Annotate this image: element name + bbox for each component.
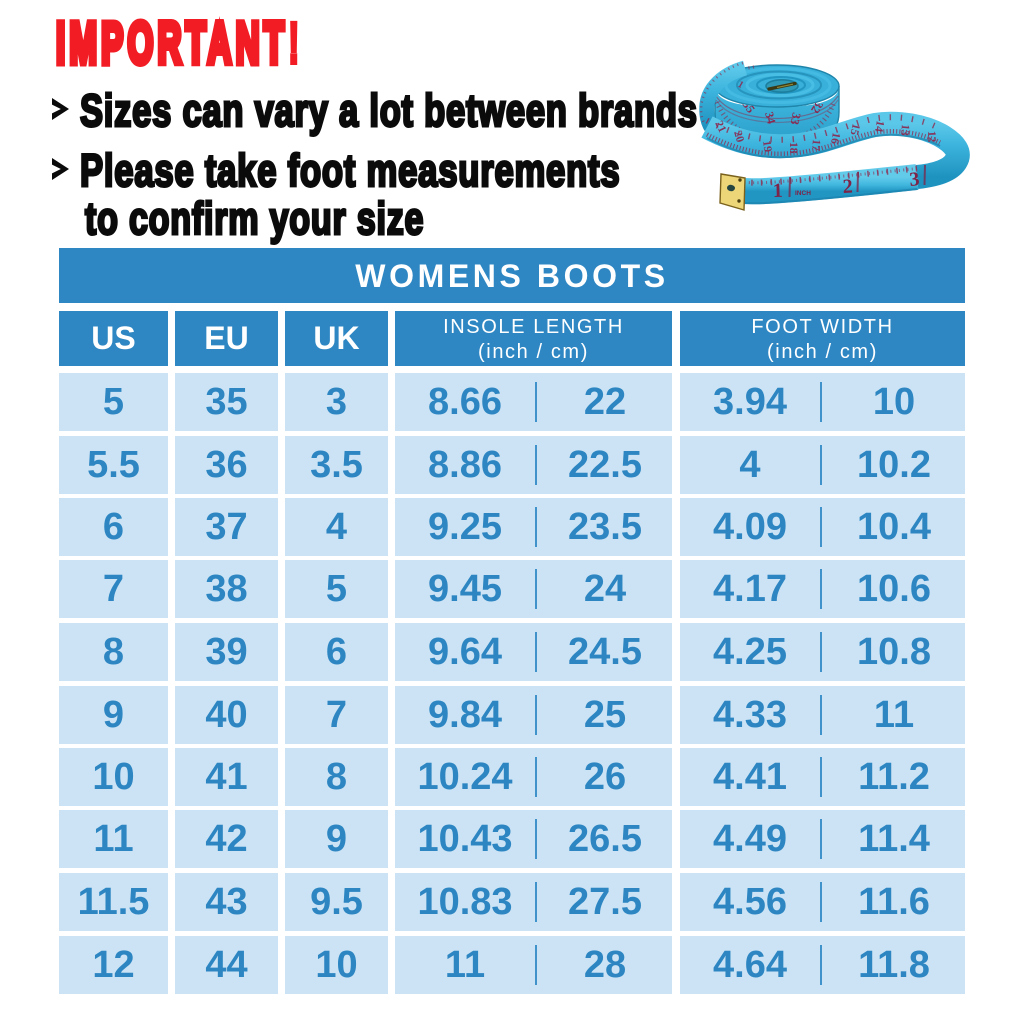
svg-text:33: 33 bbox=[788, 111, 804, 126]
svg-text:13: 13 bbox=[898, 124, 911, 137]
svg-text:12: 12 bbox=[925, 131, 937, 143]
svg-text:INCH: INCH bbox=[795, 190, 811, 197]
svg-text:15: 15 bbox=[847, 122, 861, 136]
svg-text:1: 1 bbox=[736, 79, 746, 91]
svg-text:20: 20 bbox=[731, 129, 746, 144]
svg-text:1: 1 bbox=[772, 180, 783, 202]
svg-text:14: 14 bbox=[872, 119, 886, 133]
svg-text:17: 17 bbox=[809, 139, 822, 152]
svg-text:21: 21 bbox=[712, 119, 728, 135]
svg-text:2: 2 bbox=[842, 175, 853, 197]
svg-text:16: 16 bbox=[828, 131, 842, 145]
svg-text:3: 3 bbox=[909, 168, 921, 191]
svg-text:19: 19 bbox=[760, 140, 774, 153]
svg-text:18: 18 bbox=[787, 142, 799, 154]
svg-text:34: 34 bbox=[762, 110, 779, 125]
